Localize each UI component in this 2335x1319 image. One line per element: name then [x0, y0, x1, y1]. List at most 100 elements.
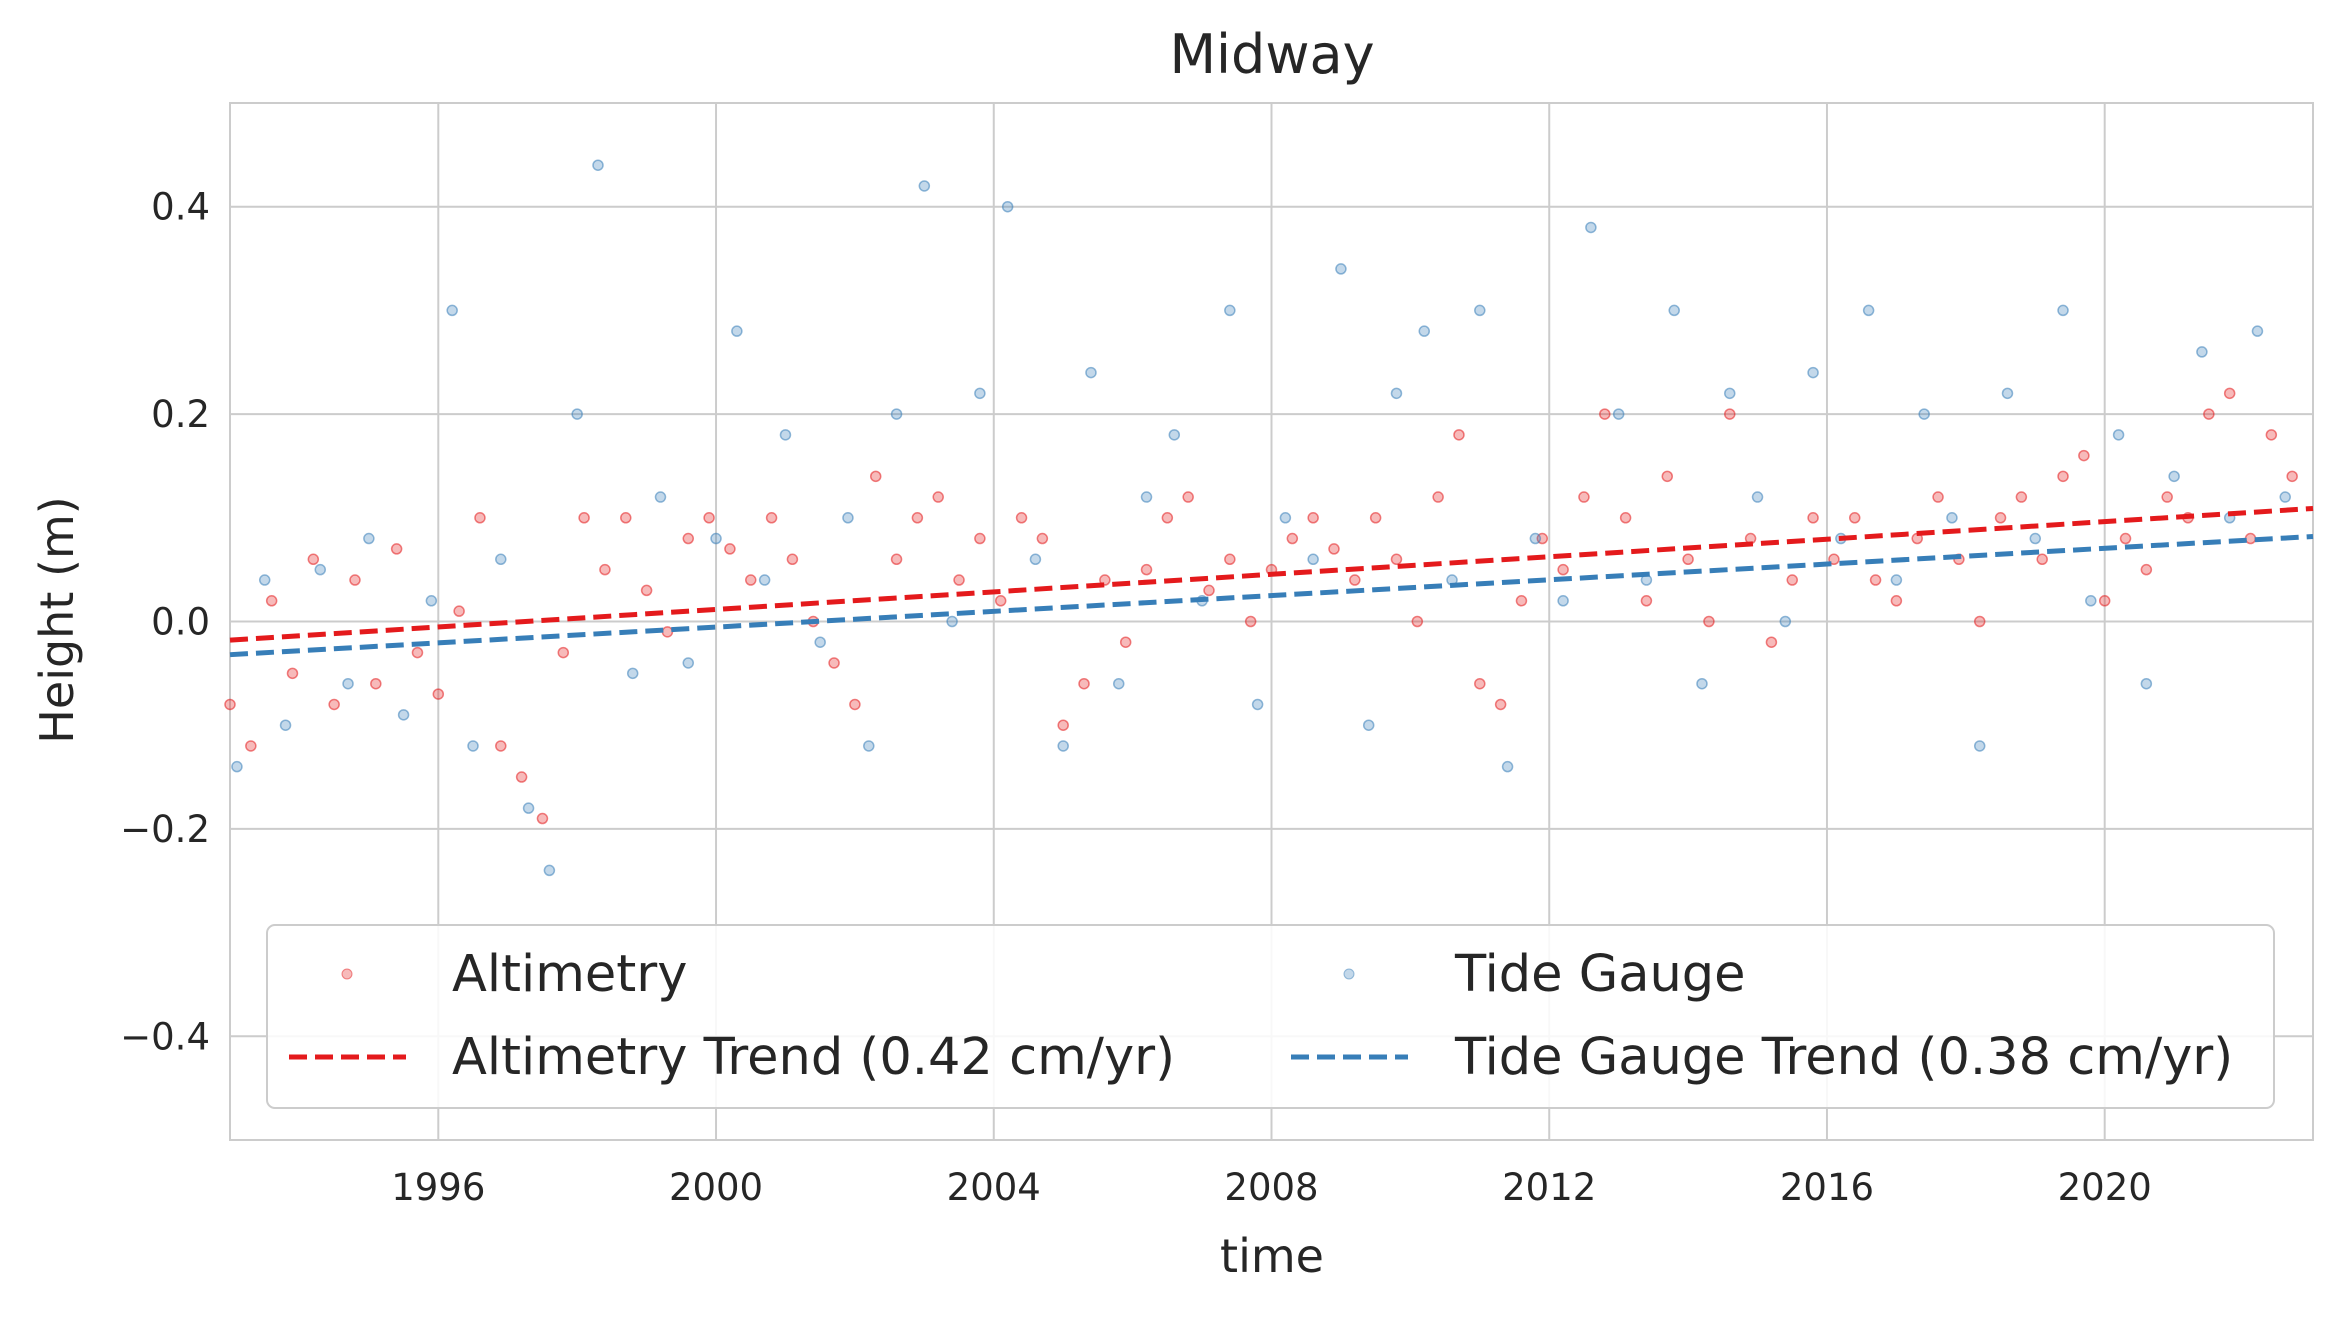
altimetry-point [1390, 553, 1403, 566]
altimetry-point [1244, 615, 1257, 628]
plot-area-border [229, 102, 2314, 1141]
altimetry-point [828, 657, 840, 669]
altimetry-point [2286, 470, 2298, 483]
altimetry-point [1765, 636, 1778, 648]
altimetry-point [2223, 387, 2236, 400]
tide-gauge-point [1557, 595, 1569, 607]
chart-title: Midway [1169, 23, 1374, 86]
plot-frame [229, 102, 2314, 1141]
tide-gauge-point [1224, 304, 1236, 317]
tide-gauge-point [1696, 677, 1708, 690]
tide-gauge-point [1251, 698, 1264, 711]
tide-gauge-point [467, 740, 479, 752]
tide-gauge-point [2251, 325, 2264, 337]
altimetry-point [265, 595, 278, 607]
tide-gauge-point [1112, 677, 1125, 690]
legend-label-tide-gauge: Tide Gauge [1454, 945, 1746, 1004]
tide-gauge-point [2001, 387, 2014, 400]
tide-gauge-point [1362, 719, 1375, 731]
tide-gauge-point [1585, 221, 1597, 234]
altimetry-point [411, 646, 424, 659]
tide-gauge-point [863, 740, 875, 752]
x-axis-label: time [1220, 1229, 1324, 1283]
tide-gauge-point [231, 760, 243, 773]
tide-gauge-point [682, 657, 695, 669]
altimetry-point [1890, 595, 1903, 607]
altimetry-point [1349, 574, 1361, 586]
tide-gauge-point [654, 491, 667, 503]
legend: Altimetry Altimetry Trend (0.42 cm/yr) T… [266, 924, 2275, 1109]
tide-gauge-point [446, 304, 458, 317]
altimetry-point [2057, 470, 2069, 483]
tide-gauge-point [314, 563, 327, 576]
altimetry-point [1515, 595, 1528, 607]
altimetry-point [1661, 470, 1674, 483]
tide-gauge-point [918, 180, 931, 192]
tide-gauge-point [814, 636, 826, 648]
tide-gauge-point [779, 429, 792, 441]
altimetry-point [2244, 532, 2257, 545]
tide-gauge-point [592, 159, 604, 171]
altimetry-point [1786, 574, 1798, 586]
tide-gauge-point [1890, 574, 1903, 586]
altimetry-point [2161, 491, 2173, 503]
altimetry-point [1203, 584, 1215, 597]
altimetry-point [557, 646, 570, 659]
y-tick-label: 0.0 [151, 601, 210, 644]
altimetry-point [1828, 553, 1840, 566]
tide-gauge-point [1168, 429, 1181, 441]
x-tick-label: 1996 [391, 1166, 485, 1209]
tide-gauge-point [731, 325, 743, 337]
altimetry-point [2203, 408, 2215, 420]
altimetry-point [911, 512, 924, 524]
altimetry-point [1286, 532, 1299, 545]
altimetry-point [432, 688, 445, 700]
altimetry-point [1578, 491, 1590, 503]
altimetry-point [640, 584, 653, 597]
tide-gauge-point [1751, 491, 1764, 503]
tide-gauge-point [710, 532, 722, 545]
altimetry-point [1161, 512, 1174, 524]
tide-gauge-point [543, 864, 556, 877]
x-tick-label: 2004 [947, 1166, 1041, 1209]
y-tick-label: 0.2 [151, 393, 210, 436]
altimetry-point [1453, 429, 1465, 441]
tide-gauge-point [1668, 304, 1680, 317]
altimetry-point [390, 543, 403, 555]
tide-gauge-point [342, 677, 354, 690]
altimetry-point [515, 771, 528, 783]
tide-gauge-point [2029, 532, 2042, 545]
legend-marker-tide-gauge [1343, 968, 1355, 980]
altimetry-point [245, 740, 257, 752]
tide-gauge-point [2140, 677, 2153, 690]
tide-gauge-point [1946, 512, 1958, 524]
y-tick-label: −0.4 [120, 1015, 210, 1058]
altimetry-point [682, 532, 695, 545]
tide-gauge-point [425, 595, 438, 607]
altimetry-point [1932, 491, 1944, 503]
altimetry-point [1057, 719, 1069, 731]
tide-gauge-trend-0-38-cm-yr-line [229, 533, 2314, 658]
altimetry-point [536, 812, 549, 825]
altimetry-point [745, 574, 757, 586]
legend-box [266, 924, 2275, 1109]
tide-gauge-point [2085, 595, 2097, 607]
legend-label-altimetry-trend: Altimetry Trend (0.42 cm/yr) [452, 1028, 1175, 1087]
altimetry-point [849, 698, 861, 711]
altimetry-point [890, 553, 903, 566]
altimetry-point [2036, 553, 2048, 566]
tide-gauge-point [495, 553, 507, 566]
altimetry-point [786, 553, 799, 566]
altimetry-point [578, 512, 590, 524]
tide-gauge-point [1779, 615, 1792, 628]
altimetry-point [2119, 532, 2132, 545]
tide-gauge-point [946, 615, 958, 628]
tide-gauge-point [1085, 366, 1097, 379]
grid [230, 103, 2313, 1140]
altimetry-point [953, 574, 965, 586]
x-tick-label: 2012 [1502, 1166, 1596, 1209]
altimetry-point [286, 667, 299, 680]
tide-gauge-point [1529, 532, 1542, 545]
